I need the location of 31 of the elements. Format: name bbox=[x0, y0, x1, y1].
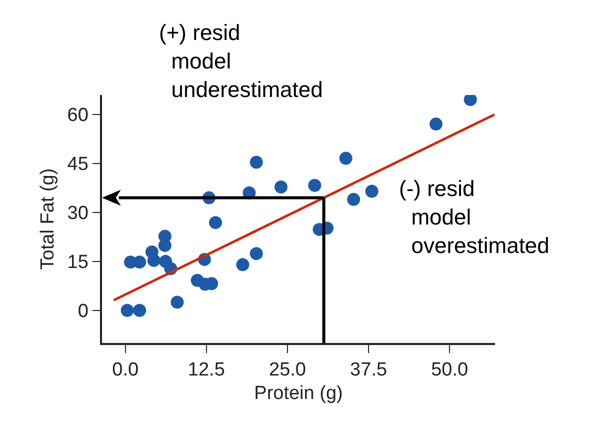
point bbox=[208, 216, 222, 230]
x-tick-label: 0.0 bbox=[112, 360, 139, 381]
y-tick-label: 15 bbox=[67, 252, 88, 274]
point bbox=[339, 152, 352, 165]
point bbox=[347, 192, 360, 206]
point bbox=[308, 178, 322, 192]
point bbox=[365, 184, 378, 198]
y-tick-label: 0 bbox=[78, 301, 88, 322]
x-tick-label: 25.0 bbox=[268, 360, 306, 381]
y-tick-label: 30 bbox=[67, 203, 88, 224]
point bbox=[133, 304, 146, 317]
point bbox=[274, 180, 288, 194]
point bbox=[133, 256, 146, 269]
y-tick-label: 45 bbox=[67, 154, 88, 176]
point bbox=[147, 254, 160, 267]
y-tick-label: 60 bbox=[67, 105, 88, 126]
point bbox=[158, 238, 172, 252]
x-tick-label: 12.5 bbox=[188, 360, 225, 381]
x-tick-label: 50.0 bbox=[431, 360, 468, 381]
x-axis-title: Protein (g) bbox=[254, 382, 343, 404]
point bbox=[170, 296, 184, 309]
point bbox=[250, 156, 263, 169]
point bbox=[120, 304, 134, 317]
annotation: (+) resid model underestimated bbox=[159, 20, 323, 102]
point bbox=[250, 247, 263, 260]
point bbox=[464, 95, 477, 106]
point bbox=[429, 118, 442, 131]
y-axis-title: Total Fat (g) bbox=[38, 168, 59, 270]
annotation: (-) resid model overestimated bbox=[399, 176, 550, 258]
point bbox=[236, 258, 250, 272]
x-tick-label: 37.5 bbox=[350, 360, 388, 381]
